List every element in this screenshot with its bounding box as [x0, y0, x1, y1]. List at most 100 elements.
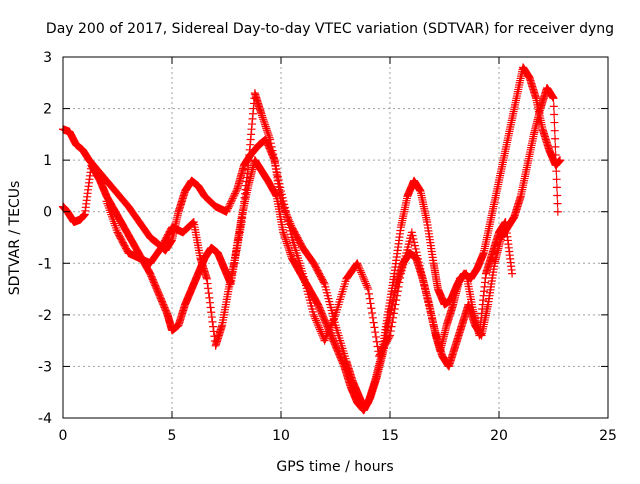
data-point: [553, 191, 562, 200]
data-point: [416, 264, 425, 273]
x-tick-label: 10: [272, 428, 290, 444]
data-point: [281, 233, 290, 242]
data-point: [508, 269, 517, 278]
data-point: [232, 186, 241, 195]
data-point: [326, 321, 335, 330]
data-point: [370, 323, 379, 332]
data-point: [411, 244, 420, 253]
data-point: [230, 191, 239, 200]
data-point: [552, 167, 561, 176]
data-point: [552, 175, 561, 184]
y-tick-label: -4: [38, 411, 52, 427]
data-point: [407, 228, 416, 237]
data-points: [59, 63, 565, 415]
data-point: [264, 131, 273, 140]
data-point: [263, 128, 272, 137]
data-point: [277, 190, 286, 199]
x-tick-label: 20: [490, 428, 508, 444]
data-point: [207, 308, 216, 317]
data-point: [410, 238, 419, 247]
data-point: [282, 210, 291, 219]
data-point: [315, 325, 324, 334]
data-point: [366, 299, 375, 308]
data-point: [272, 164, 281, 173]
data-point: [202, 274, 211, 283]
x-tick-label: 5: [168, 428, 177, 444]
data-point: [266, 139, 275, 148]
data-point: [553, 207, 562, 216]
data-point: [277, 187, 285, 196]
data-point: [262, 126, 271, 135]
data-point: [414, 254, 423, 263]
data-point: [322, 331, 331, 340]
data-point: [259, 115, 268, 124]
data-point: [273, 168, 282, 177]
data-point: [205, 298, 214, 307]
data-point: [362, 281, 371, 290]
data-point: [189, 218, 198, 227]
data-point: [258, 113, 267, 122]
data-point: [550, 110, 559, 119]
axis-ticks: 0 5 10 15 20 25 -4 -3 -2 -1 0 1 2 3: [38, 50, 617, 444]
data-point: [222, 207, 231, 216]
data-point: [388, 318, 397, 327]
data-point: [354, 262, 363, 271]
data-point: [279, 197, 288, 206]
data-point: [550, 118, 559, 127]
data-point: [229, 192, 238, 201]
data-point: [394, 282, 403, 291]
data-point: [328, 318, 337, 327]
data-point: [275, 179, 284, 188]
data-point: [367, 304, 376, 313]
data-point: [355, 264, 364, 273]
data-point: [426, 307, 435, 316]
data-point: [280, 232, 289, 241]
y-tick-label: 0: [43, 205, 52, 221]
data-point: [321, 334, 330, 343]
data-point: [281, 206, 290, 215]
data-point: [309, 310, 318, 319]
data-point: [320, 336, 329, 345]
data-point: [322, 332, 331, 341]
data-point: [325, 325, 334, 334]
data-point: [266, 135, 275, 144]
data-point: [408, 231, 417, 240]
data-point: [274, 176, 283, 185]
data-point: [363, 283, 372, 292]
y-tick-label: -3: [38, 359, 52, 375]
data-point: [231, 189, 240, 198]
data-point: [357, 270, 366, 279]
data-point: [269, 153, 278, 162]
data-point: [353, 259, 362, 268]
data-point: [551, 159, 560, 168]
data-point: [365, 294, 374, 303]
plot-frame: [62, 56, 609, 419]
data-point: [417, 271, 426, 280]
data-point: [419, 278, 428, 287]
data-point: [373, 342, 382, 351]
data-point: [261, 120, 270, 129]
data-point: [385, 332, 394, 341]
data-point: [284, 216, 293, 225]
data-point: [361, 277, 370, 286]
data-point: [423, 294, 432, 303]
data-point: [286, 226, 295, 235]
data-point: [207, 313, 216, 322]
data-point: [412, 248, 421, 257]
data-point: [206, 303, 215, 312]
data-point: [427, 311, 436, 320]
data-point: [203, 279, 212, 288]
data-point: [327, 320, 336, 329]
data-point: [391, 300, 400, 309]
data-point: [227, 197, 236, 206]
data-point: [421, 288, 430, 297]
data-point: [264, 129, 273, 138]
data-point: [389, 313, 398, 322]
data-point: [279, 230, 288, 239]
data-point: [420, 281, 429, 290]
data-point: [324, 327, 333, 336]
data-point: [312, 316, 321, 325]
data-point: [358, 272, 367, 281]
data-point: [260, 118, 269, 127]
